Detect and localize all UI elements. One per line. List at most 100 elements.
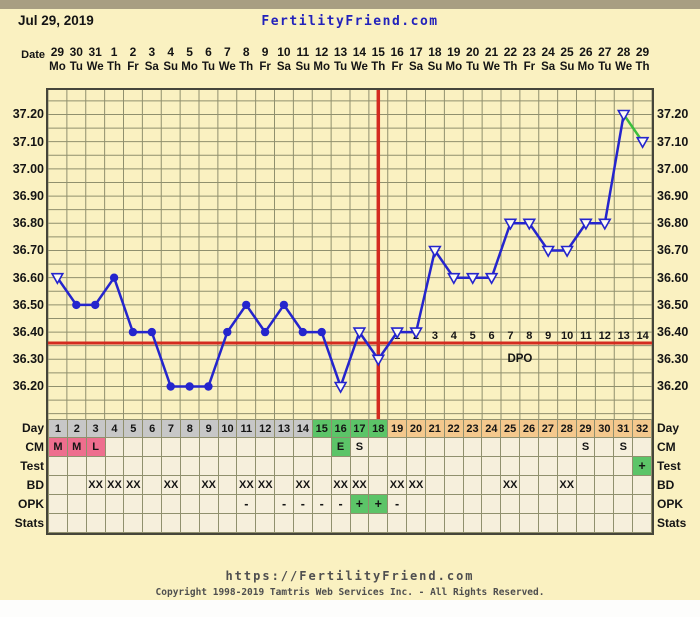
date-cell: 5 (186, 45, 193, 59)
temp-marker-filled (204, 382, 213, 391)
test-row: + (48, 457, 652, 476)
date-cell: 18 (428, 45, 442, 59)
temp-tick-right: 37.10 (657, 134, 689, 149)
opk-row: - - - - - + + - (48, 495, 652, 514)
opk-cell (576, 495, 596, 514)
bd-cell: XX (388, 476, 408, 495)
top-edge-strip (0, 0, 700, 9)
stats-cell (595, 514, 615, 533)
day-cell: 30 (595, 419, 615, 438)
opk-cell (218, 495, 238, 514)
weekday-cell: Tu (598, 61, 612, 73)
weekday-cell: Tu (69, 61, 83, 73)
cm-cell (293, 438, 313, 457)
date-cell: 19 (447, 45, 461, 59)
temp-marker-open (333, 381, 348, 394)
stats-cell (576, 514, 596, 533)
cm-cell (557, 438, 577, 457)
cm-cell (162, 438, 181, 457)
cm-cell (199, 438, 219, 457)
row-label-left-stats: Stats (14, 516, 44, 530)
stats-cell (425, 514, 445, 533)
cm-cell (463, 438, 483, 457)
bd-cell: XX (256, 476, 276, 495)
temp-marker-filled (91, 300, 100, 310)
day-cell: 5 (124, 419, 144, 438)
test-cell (501, 457, 521, 476)
row-label-right-day: Day (657, 421, 680, 435)
day-cell: 3 (86, 419, 106, 438)
stats-cell (162, 514, 181, 533)
date-cell: 4 (167, 45, 175, 59)
bd-cell (425, 476, 445, 495)
weekday-cell: We (350, 61, 368, 73)
cm-cell: E (331, 438, 351, 457)
date-cell: 25 (560, 45, 574, 59)
temp-tick-left: 37.20 (12, 107, 44, 122)
cm-cell (444, 438, 464, 457)
stats-cell (218, 514, 238, 533)
temp-marker-open (635, 136, 650, 149)
day-cell: 10 (218, 419, 238, 438)
opk-cell (86, 495, 106, 514)
footer-url-link[interactable]: https://FertilityFriend.com (225, 569, 475, 583)
bd-cell (180, 476, 200, 495)
weekday-cell: We (86, 61, 104, 73)
date-cell: 8 (242, 45, 250, 59)
temp-tick-right: 36.80 (657, 216, 689, 231)
bd-cell: XX (350, 476, 370, 495)
test-cell (105, 457, 125, 476)
opk-cell (143, 495, 163, 514)
temp-marker-open (50, 272, 65, 285)
dpo-label: 10 (561, 330, 573, 342)
weekday-cell: Su (163, 61, 179, 73)
opk-cell (105, 495, 125, 514)
cm-cell: M (48, 438, 68, 457)
date-cell: 10 (277, 45, 291, 59)
test-cell (275, 457, 294, 476)
bd-cell (312, 476, 332, 495)
temp-tick-left: 36.50 (12, 297, 44, 312)
bd-cell: XX (557, 476, 577, 495)
weekday-cell: Sa (276, 61, 291, 73)
date-cell: 29 (50, 45, 65, 59)
opk-cell: - (388, 495, 408, 514)
row-label-left-day: Day (21, 421, 44, 435)
bd-cell (369, 476, 389, 495)
stats-cell (67, 514, 87, 533)
cm-cell (218, 438, 238, 457)
dpo-label: 7 (507, 330, 513, 342)
bd-cell (143, 476, 163, 495)
weekday-cell: Su (559, 61, 575, 73)
cm-cell (124, 438, 144, 457)
test-cell (67, 457, 87, 476)
temp-marker-open (579, 218, 593, 231)
day-cell: 8 (180, 419, 200, 438)
opk-cell (444, 495, 464, 514)
opk-cell (463, 495, 483, 514)
row-label-right-opk: OPK (657, 497, 684, 511)
temp-tick-left: 37.00 (12, 161, 44, 176)
dpo-caption: DPO (507, 353, 532, 365)
stats-cell (350, 514, 370, 533)
temp-marker-filled (298, 327, 307, 337)
cm-cell (143, 438, 163, 457)
test-cell (595, 457, 615, 476)
temp-marker-filled (128, 327, 138, 337)
dpo-label: 12 (599, 330, 611, 342)
date-cell: 9 (261, 45, 269, 59)
dpo-label: 14 (636, 330, 649, 342)
day-cell: 24 (482, 419, 502, 438)
weekday-cell: Sa (541, 61, 556, 73)
day-row: 1 2 3 4 5 6 7 8 9 10 11 12 13 14 15 16 17 18 19 20 21 22 23 24 2… (48, 419, 652, 438)
weekday-cell: Fr (259, 61, 271, 73)
test-cell (444, 457, 464, 476)
date-row: 29 30 31 1 2 3 4 5 6 7 8 9 10 11 12 13 14 15 16 17 18 19 20 21 2… (48, 45, 652, 60)
day-cell: 23 (463, 419, 483, 438)
weekday-cell: Tu (333, 61, 348, 73)
bd-cell: XX (199, 476, 219, 495)
temp-marker-open (598, 218, 612, 231)
cm-cell (256, 438, 276, 457)
row-label-right-cm: CM (657, 440, 676, 454)
site-logo-link[interactable]: FertilityFriend.com (261, 14, 439, 29)
